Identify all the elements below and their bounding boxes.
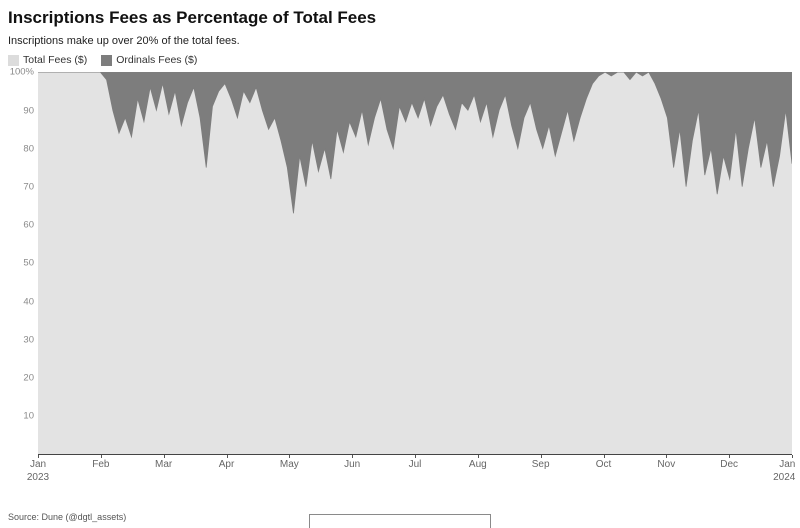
x-tick-mark xyxy=(666,455,668,459)
x-axis-labels: Jan 2023 Feb Mar Apr May Jun Jul Aug Sep Oct Nov Dec… xyxy=(27,455,796,485)
x-tick-label: Oct xyxy=(595,459,612,471)
x-tick-mark xyxy=(729,455,731,459)
x-tick-mark xyxy=(603,455,605,459)
y-tick-label: 70 xyxy=(23,181,34,193)
y-tick-label: 20 xyxy=(23,372,34,384)
x-tick-label: Jul xyxy=(408,459,422,471)
y-tick-label: 90 xyxy=(23,105,34,117)
stacked-area-svg xyxy=(38,72,792,214)
ordinals-fees-area xyxy=(38,72,792,214)
chart-header: Inscriptions Fees as Percentage of Total… xyxy=(0,0,800,47)
x-tick-label: Feb xyxy=(92,459,110,471)
legend-label-total-fees: Total Fees ($) xyxy=(23,54,88,67)
x-tick-mark xyxy=(289,455,291,459)
x-tick-label: Jun xyxy=(344,459,361,471)
x-tick-label: Mar xyxy=(155,459,173,471)
y-tick-label: 50 xyxy=(23,257,34,269)
y-axis-labels: 100% 90 80 70 60 50 40 30 20 10 xyxy=(8,67,38,454)
x-tick-mark xyxy=(792,455,793,459)
total-fees-swatch-icon xyxy=(8,54,19,66)
x-tick-mark xyxy=(226,455,228,459)
embed-footer-box xyxy=(309,514,491,528)
legend-label-ordinals-fees: Ordinals Fees ($) xyxy=(116,54,198,67)
x-tick-mark xyxy=(540,455,542,459)
y-tick-label: 10 xyxy=(23,410,34,422)
legend-item-total-fees[interactable]: Total Fees ($) xyxy=(8,54,87,66)
x-tick-label: Aug xyxy=(468,459,487,471)
legend-item-ordinals-fees[interactable]: Ordinals Fees ($) xyxy=(101,54,197,66)
x-tick-mark xyxy=(163,455,165,459)
series-boundary-line xyxy=(38,72,792,214)
x-tick-label: Jan 2024 xyxy=(773,459,796,483)
x-tick-mark xyxy=(415,455,416,459)
plot-area[interactable] xyxy=(38,72,792,456)
x-tick-label: Apr xyxy=(218,459,235,471)
y-tick-label: 60 xyxy=(23,219,34,231)
chart-area: 100% 90 80 70 60 50 40 30 20 10 xyxy=(8,67,792,456)
x-tick-label: Sep xyxy=(531,459,550,471)
source-attribution: Source: Dune (@dgtl_assets) xyxy=(8,512,127,522)
legend: Total Fees ($) Ordinals Fees ($) xyxy=(0,47,800,70)
x-tick-label: May xyxy=(279,459,299,471)
x-tick-mark xyxy=(352,455,354,459)
y-tick-label: 30 xyxy=(23,334,34,346)
y-tick-label: 80 xyxy=(23,143,34,155)
x-tick-mark xyxy=(100,455,102,459)
x-tick-label: Nov xyxy=(657,459,676,471)
y-tick-label: 40 xyxy=(23,296,34,308)
x-tick-mark xyxy=(477,455,479,459)
y-tick-label: 100% xyxy=(9,66,34,78)
x-tick-mark xyxy=(38,455,39,459)
x-tick-label: Dec xyxy=(720,459,739,471)
ordinals-fees-swatch-icon xyxy=(101,54,113,66)
chart-title: Inscriptions Fees as Percentage of Total… xyxy=(8,8,377,27)
x-tick-label: Jan 2023 xyxy=(26,459,50,483)
chart-subtitle: Inscriptions make up over 20% of the tot… xyxy=(8,35,240,48)
